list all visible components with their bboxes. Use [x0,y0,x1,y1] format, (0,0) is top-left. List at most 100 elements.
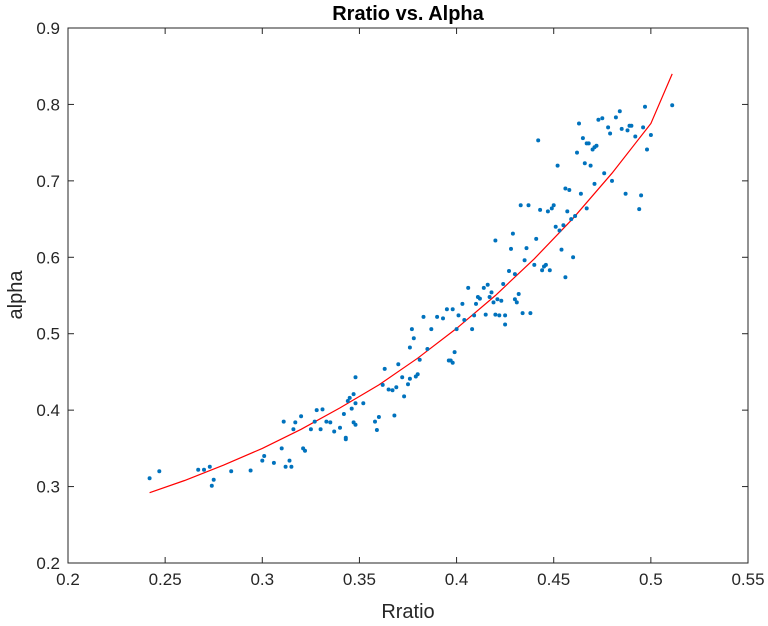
plot-area [67,27,749,564]
x-tick-label: 0.25 [149,570,182,589]
data-point [571,255,576,260]
axis-ticks: 0.2 0.25 0.3 0.35 0.4 0.45 0.5 0.55 0.2 0.3 0.4 0.5… [36,19,764,589]
data-point [580,136,585,141]
data-point [202,467,206,472]
data-point [573,214,578,218]
data-point [312,419,317,424]
data-point [324,419,329,424]
data-point [509,246,513,251]
data-point [608,131,613,136]
data-point [481,285,486,290]
data-point [495,297,500,302]
data-point [577,121,581,126]
data-point [625,128,630,133]
data-point [503,313,508,318]
data-point [287,458,292,463]
data-point [291,427,296,432]
data-point [303,448,307,453]
x-tick-label: 0.2 [56,570,80,589]
data-point [314,408,319,413]
data-point [623,191,628,196]
x-tick-label: 0.55 [731,570,764,589]
data-point [567,188,572,192]
data-point [279,446,284,451]
x-tick-label: 0.45 [537,570,570,589]
data-point [637,207,642,212]
data-point [518,203,523,208]
data-point [341,412,346,416]
data-point [411,336,416,341]
data-point [248,468,253,473]
data-point [532,262,537,267]
data-point [551,203,556,208]
data-point [353,422,358,427]
data-point [196,467,201,472]
data-point [559,247,564,252]
data-point [588,163,593,168]
data-point [493,312,498,317]
data-point [394,385,399,390]
data-point [549,206,554,211]
data-point [643,104,647,109]
data-point [450,307,455,312]
fit-curve [149,73,673,494]
data-point [582,161,587,166]
data-point [308,427,313,432]
data-point [578,191,583,196]
data-point [373,419,377,424]
data-point [407,345,412,350]
data-point [343,437,348,442]
data-point [497,313,502,318]
data-point [639,193,644,198]
data-point [209,483,214,488]
data-point [584,206,589,211]
data-point [392,413,397,418]
data-point [528,311,533,316]
data-point [489,290,494,295]
x-tick-label: 0.4 [445,570,469,589]
data-point [510,231,515,236]
data-point [606,125,611,130]
data-point [429,327,434,332]
data-point [157,469,162,474]
data-point [452,350,457,355]
data-point [516,292,521,296]
data-point [522,258,527,263]
data-point [351,392,356,397]
data-points [147,103,675,488]
data-point [641,125,646,130]
data-point [320,407,325,412]
data-point [569,217,574,222]
data-point [483,312,488,317]
data-point [406,382,410,387]
data-point [485,282,490,287]
data-point [512,297,517,302]
data-point [361,401,366,406]
data-point [538,207,543,212]
data-point [444,307,449,312]
data-point [575,150,579,155]
x-tick-label: 0.5 [639,570,663,589]
data-point [456,313,461,318]
data-point [318,427,323,432]
y-axis-label: alpha [5,270,27,320]
data-point [586,141,591,146]
data-point [633,134,638,139]
data-point [472,313,477,318]
data-point [380,382,385,387]
data-point [382,366,387,371]
y-tick-label: 0.8 [36,95,60,114]
data-point [376,415,381,419]
data-point [207,464,212,469]
y-tick-label: 0.6 [36,248,60,267]
fit-curve-group [149,73,673,494]
data-point [487,295,492,299]
data-point [645,147,649,152]
data-point [338,425,342,430]
data-point [557,228,562,233]
data-point [353,401,358,406]
data-point [281,419,286,424]
data-point [409,327,414,332]
x-tick-label: 0.35 [343,570,376,589]
